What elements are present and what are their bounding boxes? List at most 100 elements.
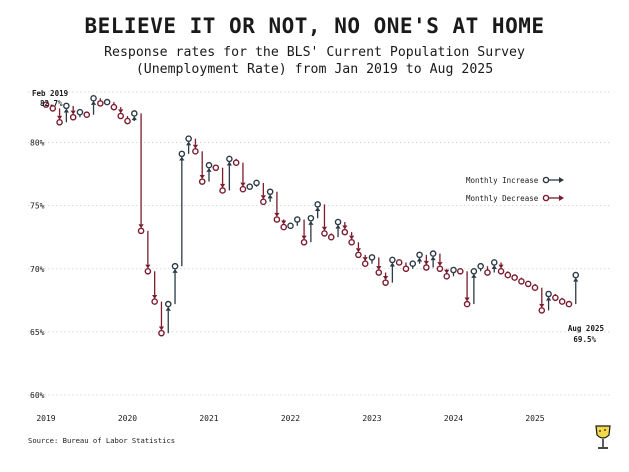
data-point xyxy=(450,266,457,274)
x-tick-label: 2020 xyxy=(118,414,137,423)
data-point xyxy=(429,250,437,257)
change-arrowhead xyxy=(349,235,355,240)
change-arrowhead xyxy=(138,224,144,229)
data-point xyxy=(158,329,165,337)
data-point xyxy=(171,262,179,270)
annotation-start-date: Feb 2019 xyxy=(32,89,69,98)
change-arrowhead xyxy=(165,306,171,311)
x-tick-label: 2019 xyxy=(36,414,55,423)
change-arrowhead xyxy=(430,256,436,261)
y-tick-label: 60% xyxy=(30,391,45,400)
data-point xyxy=(144,267,152,275)
change-arrowhead xyxy=(240,182,246,187)
legend-decrease-marker xyxy=(542,194,550,202)
data-point xyxy=(334,218,342,226)
change-arrowhead xyxy=(416,257,423,262)
change-arrowhead xyxy=(362,257,368,262)
x-tick-label: 2025 xyxy=(525,414,544,423)
data-point xyxy=(151,298,158,305)
data-point xyxy=(293,216,301,223)
data-point xyxy=(212,164,220,172)
data-point xyxy=(368,254,376,261)
data-point xyxy=(443,273,451,280)
data-point xyxy=(185,135,192,143)
data-point xyxy=(137,227,145,235)
data-point xyxy=(321,230,328,237)
change-arrowhead xyxy=(118,109,124,114)
legend-increase-marker xyxy=(542,176,550,184)
data-point xyxy=(239,185,247,193)
data-point xyxy=(341,228,349,236)
annotation-start-value: 82.7% xyxy=(40,99,63,108)
data-point xyxy=(490,259,498,266)
change-arrowhead xyxy=(321,226,328,231)
x-tick-label: 2021 xyxy=(199,414,218,423)
data-point xyxy=(382,279,389,286)
data-point xyxy=(273,216,281,223)
data-point xyxy=(97,100,104,107)
change-arrowhead xyxy=(444,269,450,274)
legend-decrease-label: Monthly Decrease xyxy=(466,194,539,203)
data-point xyxy=(124,117,131,125)
y-tick-label: 65% xyxy=(30,328,45,337)
legend-decrease-arrowhead xyxy=(559,195,564,201)
annotation-end-value: 69.5% xyxy=(573,335,596,344)
data-point xyxy=(219,187,226,194)
data-point xyxy=(49,105,57,112)
change-arrowhead xyxy=(158,326,165,331)
annotation-start: Feb 2019 82.7% xyxy=(32,89,69,108)
data-point xyxy=(470,267,478,275)
change-arrowhead xyxy=(260,195,266,200)
change-arrowhead xyxy=(423,260,429,265)
change-arrowhead xyxy=(355,248,362,253)
change-arrowhead xyxy=(281,220,287,225)
data-point xyxy=(117,112,125,120)
data-point xyxy=(314,201,321,208)
change-arrowhead xyxy=(389,262,395,267)
change-arrowhead xyxy=(491,265,497,270)
change-arrowhead xyxy=(545,296,552,301)
change-arrowhead xyxy=(226,161,232,166)
data-point xyxy=(511,274,518,281)
change-arrowhead xyxy=(274,212,280,217)
data-point xyxy=(504,271,512,279)
data-point xyxy=(56,119,63,126)
change-arrowhead xyxy=(498,264,504,269)
data-point xyxy=(477,262,484,270)
chart-subtitle: Response rates for the BLS' Current Popu… xyxy=(0,44,629,78)
data-point xyxy=(198,178,206,185)
change-arrowhead xyxy=(376,265,382,270)
data-point xyxy=(538,307,546,314)
change-arrowhead xyxy=(63,108,69,113)
data-point xyxy=(423,264,430,271)
change-arrowhead xyxy=(172,268,178,273)
data-point xyxy=(395,259,403,266)
data-point xyxy=(205,161,213,169)
data-point xyxy=(558,298,566,305)
change-arrowhead xyxy=(267,194,273,199)
change-arrowhead xyxy=(131,116,137,121)
change-arrowhead xyxy=(192,144,199,149)
change-arrowhead xyxy=(199,175,205,180)
y-axis-ticks: 60% 65% 70% 75% 80% xyxy=(30,139,45,401)
legend-increase-label: Monthly Increase xyxy=(466,176,539,185)
data-point xyxy=(456,267,464,275)
data-point xyxy=(83,111,91,119)
subtitle-line-1: Response rates for the BLS' Current Popu… xyxy=(104,45,525,60)
change-arrowhead xyxy=(219,183,226,188)
data-point xyxy=(103,98,111,106)
data-point xyxy=(266,188,274,196)
change-arrowhead xyxy=(145,264,151,269)
data-point xyxy=(416,251,423,259)
change-arrowhead xyxy=(315,206,321,211)
change-arrowhead xyxy=(90,100,97,105)
legend: Monthly Increase Monthly Decrease xyxy=(466,176,564,203)
change-arrowhead xyxy=(186,141,192,146)
data-point xyxy=(178,150,186,158)
data-point xyxy=(192,148,199,155)
subtitle-line-2: (Unemployment Rate) from Jan 2019 to Aug… xyxy=(135,62,494,77)
data-point xyxy=(518,278,525,285)
data-point xyxy=(531,284,539,291)
change-arrowhead xyxy=(464,297,470,302)
